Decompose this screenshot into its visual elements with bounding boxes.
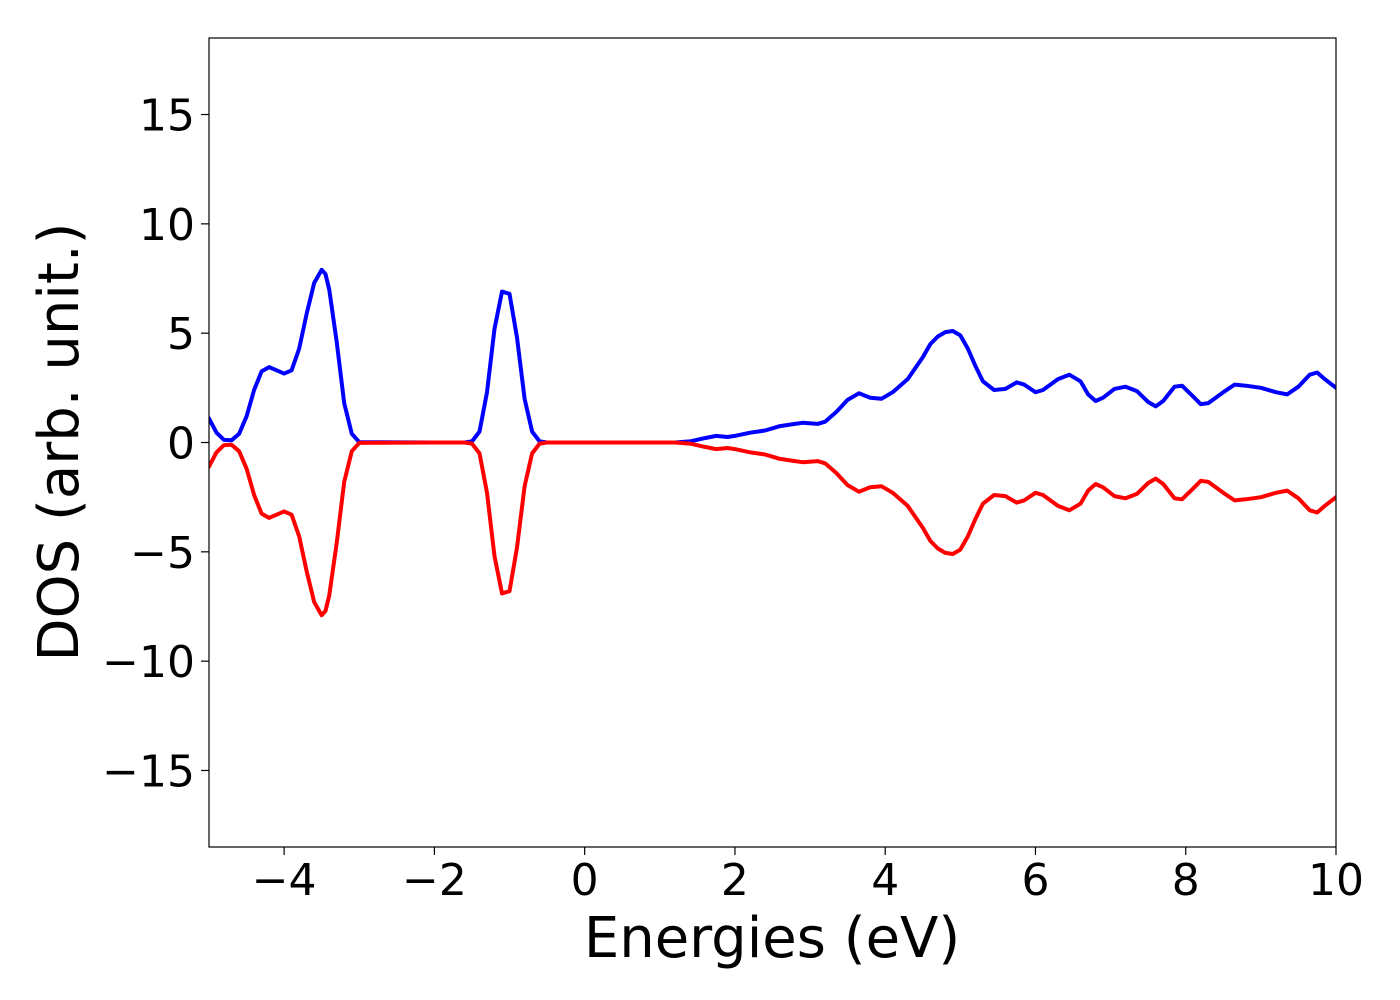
x-axis-ticks: −4 −2 0 2 4 6 8 10 (252, 847, 1364, 906)
y-axis-ticks: −15 −10 −5 0 5 10 15 (102, 91, 209, 797)
x-tick-label: 0 (571, 855, 599, 906)
x-tick-label: 10 (1308, 855, 1364, 906)
y-axis-label: DOS (arb. unit.) (27, 222, 92, 661)
y-tick-label: 0 (167, 419, 195, 470)
x-axis-label: Energies (eV) (584, 906, 960, 971)
y-tick-label: −10 (102, 637, 195, 688)
x-tick-label: 6 (1021, 855, 1049, 906)
y-tick-label: 15 (139, 91, 195, 142)
y-tick-label: 10 (139, 200, 195, 251)
series-line-2 (209, 440, 1336, 618)
x-tick-label: 4 (871, 855, 899, 906)
x-tick-label: 2 (721, 855, 749, 906)
series-layer (209, 267, 1336, 618)
x-tick-label: 8 (1172, 855, 1200, 906)
y-tick-label: −15 (102, 746, 195, 797)
x-tick-label: −4 (252, 855, 317, 906)
series-line-1 (209, 267, 1336, 445)
y-tick-label: 5 (167, 309, 195, 360)
x-tick-label: −2 (402, 855, 467, 906)
y-tick-label: −5 (130, 528, 195, 579)
